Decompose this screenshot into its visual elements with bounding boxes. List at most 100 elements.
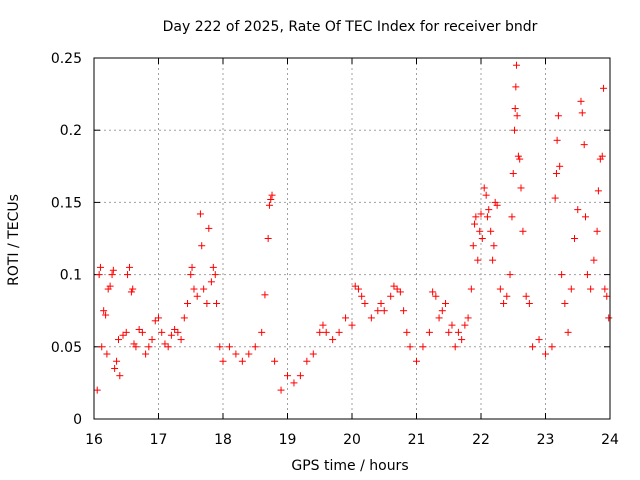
y-tick-label: 0.15 xyxy=(51,195,82,211)
data-point xyxy=(216,343,224,351)
data-point xyxy=(598,152,606,160)
data-point xyxy=(209,263,217,271)
data-point xyxy=(554,112,562,120)
data-point xyxy=(490,242,498,250)
data-point xyxy=(238,357,246,365)
data-point xyxy=(167,331,175,339)
x-tick-label: 20 xyxy=(343,432,361,448)
data-point xyxy=(551,194,559,202)
data-point xyxy=(329,336,337,344)
data-point xyxy=(319,321,327,329)
data-point xyxy=(600,84,608,92)
data-point xyxy=(316,328,324,336)
data-point xyxy=(116,372,124,380)
x-tick-label: 18 xyxy=(214,432,232,448)
data-point xyxy=(489,256,497,264)
x-tick-label: 21 xyxy=(408,432,426,448)
data-point xyxy=(603,292,611,300)
data-point xyxy=(108,271,116,279)
x-tick-label: 23 xyxy=(537,432,555,448)
y-tick-label: 0.1 xyxy=(60,268,82,284)
data-point xyxy=(567,285,575,293)
y-tick-label: 0 xyxy=(73,412,82,428)
data-point xyxy=(98,343,106,351)
data-point xyxy=(151,317,159,325)
data-point xyxy=(135,325,143,333)
data-point xyxy=(125,263,133,271)
data-point xyxy=(577,97,585,105)
x-tick-label: 17 xyxy=(150,432,168,448)
data-point xyxy=(265,201,273,209)
data-point xyxy=(542,350,549,358)
data-point xyxy=(348,321,356,329)
data-point xyxy=(522,292,530,300)
data-point xyxy=(594,187,602,195)
data-point xyxy=(513,112,521,120)
data-point xyxy=(119,331,127,339)
data-point xyxy=(587,285,595,293)
data-point xyxy=(205,224,213,232)
grid xyxy=(94,58,610,419)
data-point xyxy=(374,307,382,315)
x-axis-label: GPS time / hours xyxy=(291,458,408,474)
data-point xyxy=(435,314,443,322)
data-point xyxy=(553,136,561,144)
data-point xyxy=(200,285,208,293)
x-tick-label: 19 xyxy=(279,432,297,448)
data-point xyxy=(207,278,215,286)
data-point xyxy=(190,285,198,293)
data-point xyxy=(503,292,511,300)
data-point xyxy=(583,271,591,279)
data-point xyxy=(467,285,475,293)
data-point xyxy=(129,285,137,293)
data-point xyxy=(601,285,609,293)
data-point xyxy=(267,196,275,204)
data-point xyxy=(180,314,188,322)
data-point xyxy=(605,314,613,322)
data-point xyxy=(138,328,146,336)
data-point xyxy=(561,299,569,307)
data-point xyxy=(196,210,204,218)
data-point xyxy=(445,328,453,336)
data-point xyxy=(487,227,495,235)
data-point xyxy=(400,307,408,315)
data-point xyxy=(145,343,153,351)
data-point xyxy=(342,314,350,322)
axis-ticks: 16 17 18 19 20 21 22 23 24 0 0.05 0.1 0.15 0.2 0.25 xyxy=(51,51,619,448)
data-point xyxy=(271,357,279,365)
data-point xyxy=(425,328,433,336)
data-point xyxy=(483,213,491,221)
data-point xyxy=(556,162,564,170)
data-point xyxy=(148,336,156,344)
data-point xyxy=(171,325,179,333)
data-point xyxy=(124,271,132,279)
data-point xyxy=(448,321,456,329)
plot-frame xyxy=(93,57,611,420)
data-point xyxy=(95,271,103,279)
data-point xyxy=(514,152,522,160)
data-point xyxy=(512,83,520,91)
data-point xyxy=(403,328,411,336)
data-point xyxy=(158,328,166,336)
data-point xyxy=(406,343,414,351)
data-point xyxy=(558,271,566,279)
data-point xyxy=(102,311,110,319)
data-point xyxy=(472,213,480,221)
data-point xyxy=(469,242,477,250)
data-point xyxy=(113,357,121,365)
data-point xyxy=(290,379,298,387)
data-point xyxy=(115,336,123,344)
data-point xyxy=(127,288,135,296)
data-point xyxy=(309,350,317,358)
data-point xyxy=(161,340,169,348)
data-point xyxy=(245,350,253,358)
data-point xyxy=(564,328,572,336)
data-point xyxy=(132,343,140,351)
data-point xyxy=(458,336,466,344)
data-point xyxy=(184,299,192,307)
data-point xyxy=(322,328,330,336)
data-point xyxy=(509,170,517,178)
data-point xyxy=(111,364,119,372)
data-point xyxy=(590,256,598,264)
